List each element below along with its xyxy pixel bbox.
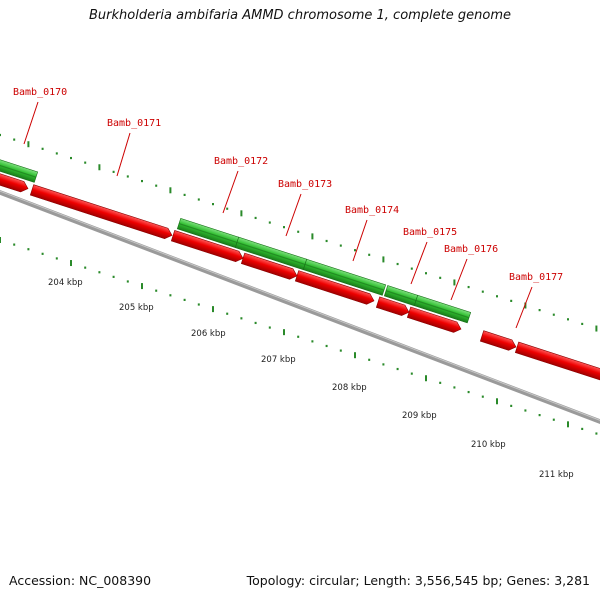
gene-label-1: Bamb_0170 [13,87,67,98]
scale-labels: 204 kbp 205 kbp 206 kbp 207 kbp 208 kbp 209 k… [48,278,574,480]
gene-body [375,296,410,316]
backbone-line [0,190,600,424]
scale-label-2: 205 kbp [119,303,154,313]
accession-text: Accession: NC_008390 [9,573,152,588]
scale-label-4: 207 kbp [261,355,296,365]
gene-arrow-13 [406,306,462,333]
scale-label-1: 204 kbp [48,278,83,288]
genome-backbone [0,190,600,424]
topology-text: Topology: circular; Length: 3,556,545 bp… [246,573,590,588]
gene-body [0,171,29,193]
scale-label-3: 206 kbp [191,329,226,339]
gene-body [29,184,173,240]
gene-leader-line [450,258,468,301]
outer-tick-track [0,133,598,332]
scale-label-7: 210 kbp [471,440,506,450]
gene-arrow-2 [0,171,29,193]
gene-leader-line [23,101,39,145]
scale-label-5: 208 kbp [332,383,367,393]
gene-arrow-7 [170,230,244,263]
gene-midline [178,223,238,243]
gene-arrow-8 [240,252,298,280]
backbone-highlight [0,190,600,421]
gene-leader-line [222,170,239,214]
gene-midline [0,162,37,178]
gene-label-2: Bamb_0171 [107,118,161,129]
inner-tick-track [0,237,598,435]
gene-arrow-1 [0,157,39,183]
gene-arrow-15 [514,341,600,382]
gene-label-8: Bamb_0177 [509,272,563,283]
gene-body [406,306,462,333]
gene-body [240,252,298,280]
gene-arrow-9 [294,270,375,305]
gene-leader-line [352,219,368,262]
gene-labels: Bamb_0170 Bamb_0171 Bamb_0172 Bamb_0173 Bamb… [13,87,563,329]
gene-track [0,157,600,382]
gene-leader-line [285,193,302,237]
scale-label-8: 211 kbp [539,470,574,480]
gene-label-3: Bamb_0172 [214,156,268,167]
gene-leader-line [116,132,131,177]
gene-body [294,270,375,305]
gene-leader-line [410,241,428,285]
gene-leader-line [515,286,533,329]
gene-midline [236,241,306,266]
gene-midline [385,290,417,302]
gene-arrow-3 [29,184,173,240]
gene-midline [415,299,470,319]
gene-label-5: Bamb_0174 [345,205,399,216]
gene-body [514,341,600,382]
gene-arrow-14 [479,330,517,351]
gene-arrow-11 [413,294,472,324]
scale-label-6: 209 kbp [402,411,437,421]
gene-midline [304,263,385,291]
gene-body [170,230,244,263]
gene-label-6: Bamb_0175 [403,227,457,238]
map-title: Burkholderia ambifaria AMMD chromosome 1… [88,8,512,23]
gene-arrow-12 [375,296,410,316]
gene-arrow-6 [302,258,387,296]
gene-label-4: Bamb_0173 [278,179,332,190]
gene-label-7: Bamb_0176 [444,244,498,255]
gene-body [479,330,517,351]
